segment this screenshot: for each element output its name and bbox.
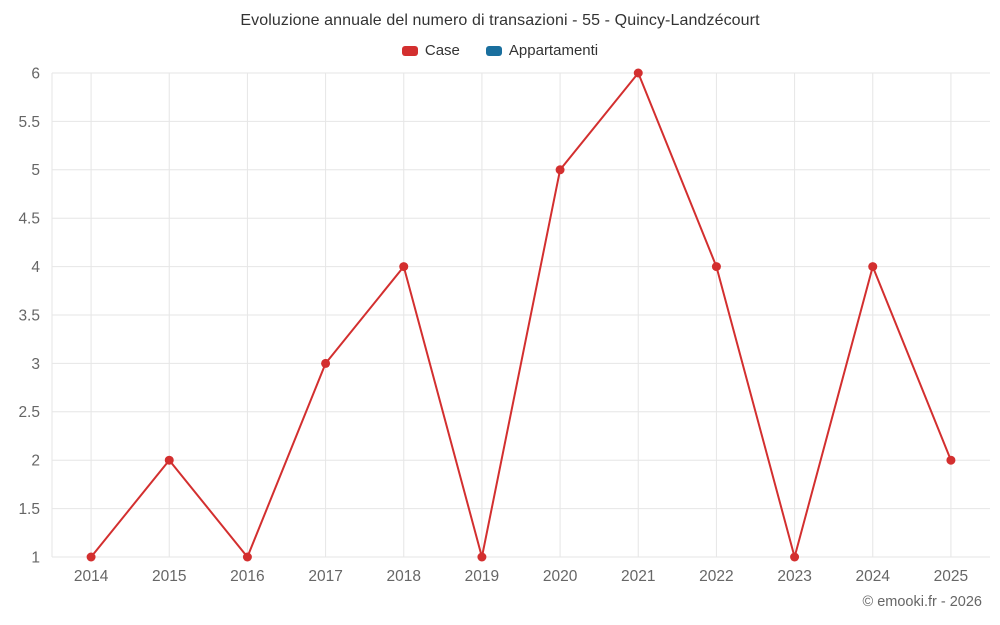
x-axis-label: 2014 — [74, 568, 109, 585]
credit: © emooki.fr - 2026 — [862, 594, 982, 610]
data-point[interactable] — [790, 552, 800, 562]
legend-label-appartamenti: Appartamenti — [508, 42, 599, 59]
data-point[interactable] — [868, 262, 878, 272]
data-point[interactable] — [555, 165, 565, 175]
x-axis-label: 2024 — [856, 568, 891, 585]
legend: Case Appartamenti — [0, 42, 1000, 59]
y-axis-label: 3 — [31, 356, 40, 373]
x-axis-label: 2016 — [230, 568, 264, 585]
legend-marker-case-icon — [401, 45, 418, 56]
y-axis-label: 5 — [31, 162, 40, 179]
data-point[interactable] — [399, 262, 409, 272]
x-axis-label: 2020 — [543, 568, 578, 585]
x-axis-label: 2019 — [465, 568, 499, 585]
legend-label-case: Case — [424, 42, 460, 59]
data-point[interactable] — [86, 552, 96, 562]
y-axis-label: 1.5 — [18, 501, 40, 518]
x-axis-label: 2015 — [152, 568, 186, 585]
legend-item-appartamenti[interactable]: Appartamenti — [485, 42, 599, 59]
x-axis-label: 2025 — [934, 568, 968, 585]
y-axis-label: 2.5 — [18, 404, 40, 421]
y-axis-label: 3.5 — [18, 307, 40, 324]
x-axis-label: 2018 — [387, 568, 421, 585]
chart-title: Evoluzione annuale del numero di transaz… — [240, 12, 760, 29]
data-point[interactable] — [946, 455, 956, 465]
series-line-case — [90, 72, 952, 558]
y-axis-label: 1 — [31, 549, 40, 566]
x-axis-label: 2017 — [308, 568, 342, 585]
y-axis-label: 4.5 — [18, 211, 40, 228]
data-point[interactable] — [477, 552, 487, 562]
y-axis-label: 2 — [31, 453, 40, 470]
legend-marker-appartamenti-icon — [485, 45, 502, 56]
y-axis-label: 5.5 — [18, 114, 40, 131]
x-axis-label: 2023 — [777, 568, 811, 585]
data-point[interactable] — [242, 552, 252, 562]
data-point[interactable] — [711, 262, 721, 272]
y-axis-label: 6 — [31, 65, 40, 82]
x-axis-label: 2022 — [699, 568, 733, 585]
legend-item-case[interactable]: Case — [401, 42, 460, 59]
x-axis-label: 2021 — [621, 568, 655, 585]
y-axis-label: 4 — [31, 259, 40, 276]
data-point[interactable] — [164, 455, 174, 465]
data-point[interactable] — [633, 68, 643, 78]
data-point[interactable] — [321, 358, 331, 368]
